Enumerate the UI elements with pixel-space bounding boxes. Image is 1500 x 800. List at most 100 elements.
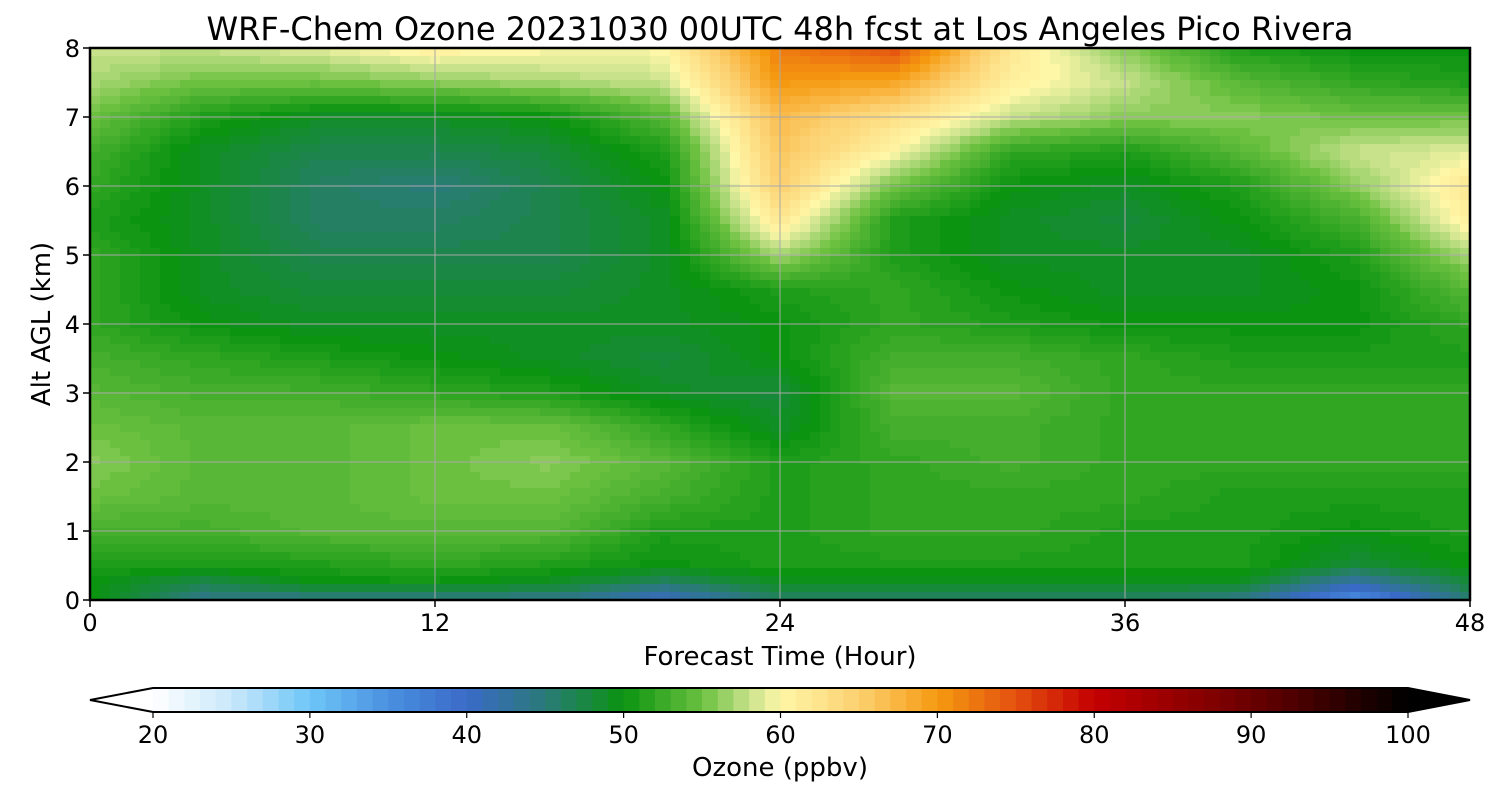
heatmap-cell (650, 232, 661, 241)
heatmap-cell (1250, 272, 1261, 281)
heatmap-cell (410, 136, 421, 145)
heatmap-cell (1450, 232, 1461, 241)
heatmap-cell (850, 264, 861, 273)
heatmap-cell (270, 264, 281, 273)
heatmap-cell (1070, 312, 1081, 321)
heatmap-cell (450, 144, 461, 153)
heatmap-cell (480, 256, 491, 265)
heatmap-cell (1210, 128, 1221, 137)
heatmap-cell (1460, 120, 1471, 129)
heatmap-cell (330, 72, 341, 81)
heatmap-cell (1370, 176, 1381, 185)
heatmap-cell (1440, 248, 1451, 257)
heatmap-cell (950, 88, 961, 97)
heatmap-cell (1010, 160, 1021, 169)
heatmap-cell (1070, 104, 1081, 113)
heatmap-cell (640, 224, 651, 233)
heatmap-cell (1160, 88, 1171, 97)
heatmap-cell (1410, 112, 1421, 121)
heatmap-cell (670, 152, 681, 161)
heatmap-cell (870, 128, 881, 137)
heatmap-cell (170, 296, 181, 305)
heatmap-cell (1330, 80, 1341, 89)
heatmap-cell (750, 280, 761, 289)
heatmap-cell (780, 272, 791, 281)
heatmap-cell (1210, 224, 1221, 233)
heatmap-cell (440, 240, 451, 249)
heatmap-cell (470, 136, 481, 145)
heatmap-cell (660, 200, 671, 209)
heatmap-cell (1320, 48, 1331, 57)
heatmap-cell (1010, 136, 1021, 145)
heatmap-cell (1160, 56, 1171, 65)
heatmap-cell (510, 176, 521, 185)
heatmap-cell (320, 72, 331, 81)
heatmap-cell (480, 128, 491, 137)
heatmap-cell (520, 248, 531, 257)
heatmap-cell (1260, 216, 1271, 225)
heatmap-cell (150, 72, 161, 81)
heatmap-cell (1330, 136, 1341, 145)
heatmap-cell (630, 240, 641, 249)
heatmap-cell (470, 216, 481, 225)
heatmap-cell (1270, 312, 1281, 321)
heatmap-cell (350, 248, 361, 257)
heatmap-cell (1420, 280, 1431, 289)
heatmap-cell (1130, 256, 1141, 265)
heatmap-cell (1420, 48, 1431, 57)
heatmap-cell (140, 288, 151, 297)
heatmap-cell (930, 208, 941, 217)
heatmap-cell (180, 128, 191, 137)
heatmap-cell (630, 168, 641, 177)
heatmap-cell (120, 64, 131, 73)
heatmap-cell (130, 152, 141, 161)
heatmap-cell (990, 80, 1001, 89)
heatmap-cell (1340, 208, 1351, 217)
heatmap-cell (1020, 216, 1031, 225)
heatmap-cell (1390, 152, 1401, 161)
heatmap-cell (1260, 184, 1271, 193)
heatmap-cell (780, 176, 791, 185)
heatmap-cell (1290, 232, 1301, 241)
heatmap-cell (150, 208, 161, 217)
heatmap-cell (1380, 184, 1391, 193)
heatmap-cell (1240, 48, 1251, 57)
heatmap-cell (1150, 104, 1161, 113)
heatmap-cell (1150, 120, 1161, 129)
heatmap-cell (550, 192, 561, 201)
heatmap-cell (1060, 264, 1071, 273)
heatmap-cell (800, 64, 811, 73)
heatmap-cell (960, 328, 971, 337)
heatmap-cell (330, 120, 341, 129)
heatmap-cell (1000, 80, 1011, 89)
heatmap-cell (1430, 184, 1441, 193)
heatmap-cell (1070, 240, 1081, 249)
heatmap-cell (320, 152, 331, 161)
heatmap-cell (730, 104, 741, 113)
heatmap-cell (480, 112, 491, 121)
heatmap-cell (100, 64, 111, 73)
heatmap-cell (200, 168, 211, 177)
heatmap-cell (110, 56, 121, 65)
heatmap-cell (380, 328, 391, 337)
heatmap-cell (1350, 288, 1361, 297)
heatmap-cell (810, 304, 821, 313)
heatmap-cell (1040, 48, 1051, 57)
heatmap-cell (330, 144, 341, 153)
heatmap-cell (790, 264, 801, 273)
heatmap-cell (530, 64, 541, 73)
heatmap-cell (710, 304, 721, 313)
heatmap-cell (690, 296, 701, 305)
heatmap-cell (620, 176, 631, 185)
heatmap-cell (690, 96, 701, 105)
heatmap-cell (1460, 208, 1471, 217)
heatmap-cell (570, 200, 581, 209)
heatmap-cell (1400, 96, 1411, 105)
heatmap-cell (850, 304, 861, 313)
heatmap-cell (790, 328, 801, 337)
heatmap-cell (1410, 240, 1421, 249)
heatmap-cell (240, 232, 251, 241)
heatmap-cell (1210, 288, 1221, 297)
heatmap-cell (850, 200, 861, 209)
heatmap-cell (1240, 216, 1251, 225)
